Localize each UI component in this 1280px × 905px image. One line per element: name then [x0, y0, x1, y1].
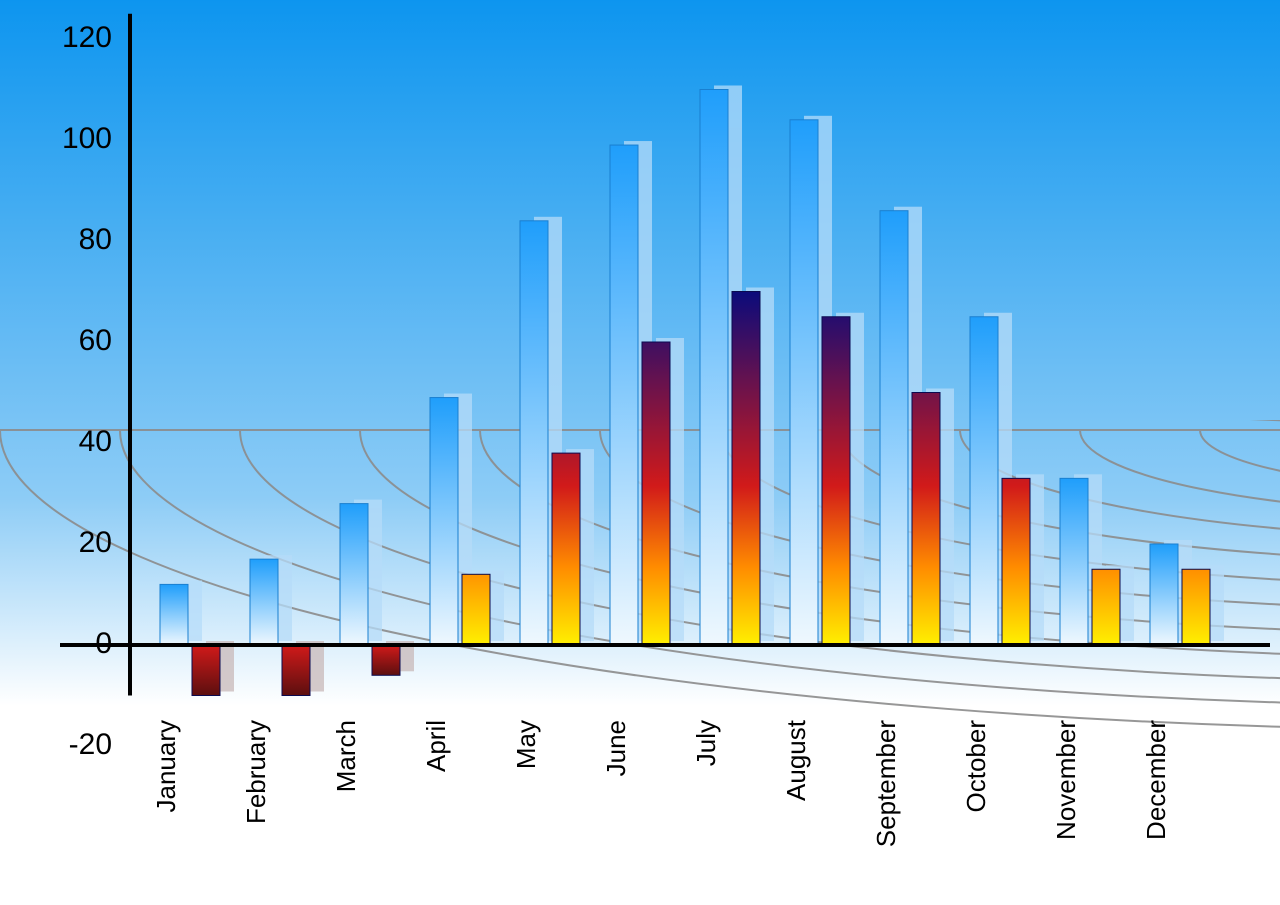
x-category-label: October [961, 720, 991, 813]
bar-series-b [282, 645, 310, 696]
x-category-label: August [781, 719, 811, 801]
y-tick-label: 40 [79, 425, 112, 458]
y-tick-label: 0 [95, 627, 112, 660]
bar-series-b [1002, 478, 1030, 645]
x-category-label: February [241, 720, 271, 824]
bar-series-b [462, 574, 490, 645]
bar-series-b [192, 645, 220, 696]
x-category-label: June [601, 720, 631, 776]
bar-series-b [1182, 569, 1210, 645]
y-tick-label: -20 [69, 728, 112, 761]
bar-series-a [700, 90, 728, 646]
x-category-label: September [871, 720, 901, 848]
bar-series-a [880, 211, 908, 645]
x-category-label: July [691, 720, 721, 766]
bar-series-a [250, 559, 278, 645]
x-category-label: March [331, 720, 361, 792]
x-category-label: December [1141, 720, 1171, 840]
y-tick-label: 80 [79, 223, 112, 256]
bar-series-a [1060, 478, 1088, 645]
bar-series-a [520, 221, 548, 645]
bar-series-a [790, 120, 818, 645]
bar-series-a [160, 584, 188, 645]
bar-series-b [912, 393, 940, 646]
bar-series-a [340, 504, 368, 645]
y-tick-label: 60 [79, 324, 112, 357]
bar-series-b [822, 317, 850, 645]
bar-series-b [642, 342, 670, 645]
y-tick-label: 100 [62, 122, 112, 155]
bar-series-a [970, 317, 998, 645]
x-category-label: May [511, 720, 541, 769]
bar-series-a [430, 398, 458, 645]
monthly-bar-chart: -20 0 20 40 60 80 100 120 January February March Ap… [0, 0, 1280, 905]
bar-series-a [610, 145, 638, 645]
y-tick-label: 120 [62, 21, 112, 54]
bar-series-a [1150, 544, 1178, 645]
x-category-label: January [151, 720, 181, 813]
bar-series-b [1092, 569, 1120, 645]
y-tick-label: 20 [79, 526, 112, 559]
x-category-label: April [421, 720, 451, 772]
bar-series-b [552, 453, 580, 645]
bar-series-b [732, 292, 760, 646]
x-category-label: November [1051, 720, 1081, 840]
bar-series-b [372, 645, 400, 675]
chart-container: -20 0 20 40 60 80 100 120 January February March Ap… [0, 0, 1280, 905]
